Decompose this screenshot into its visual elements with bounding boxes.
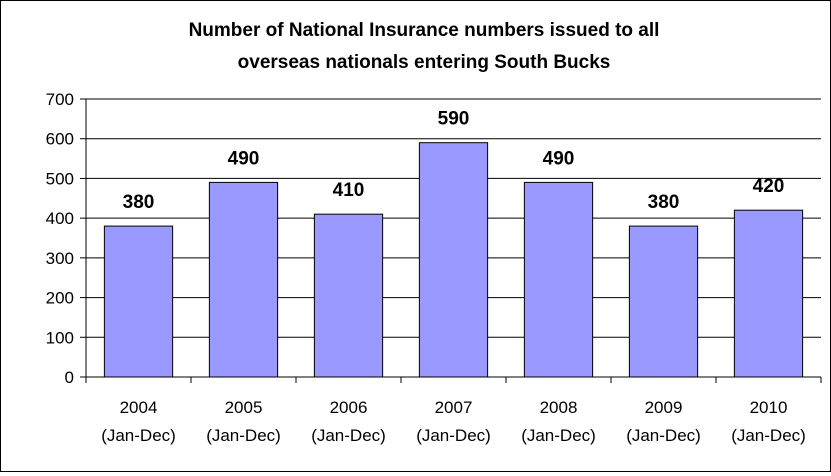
bar (523, 181, 594, 378)
y-tick-label: 0 (65, 368, 74, 387)
x-tick-label: 2004 (120, 398, 158, 417)
x-tick-label: 2007 (435, 398, 473, 417)
y-tick-label: 700 (46, 90, 74, 109)
data-labels: 380 490 410 590 490 380 420 (123, 109, 785, 213)
data-label: 410 (333, 180, 365, 201)
x-tick-label: 2006 (330, 398, 368, 417)
bar (208, 181, 279, 378)
x-tick-label: (Jan-Dec) (206, 426, 281, 445)
chart-title-line-1: Number of National Insurance numbers iss… (189, 20, 660, 41)
data-label: 380 (123, 192, 155, 213)
data-label: 490 (543, 148, 575, 169)
bar (733, 209, 804, 378)
x-tick-label: 2009 (645, 398, 683, 417)
y-tick-label: 500 (46, 169, 74, 188)
chart-title: Number of National Insurance numbers iss… (189, 20, 660, 73)
x-tick-label: 2010 (750, 398, 788, 417)
x-tick-label: 2005 (225, 398, 263, 417)
bar (103, 225, 174, 378)
y-tick-label: 600 (46, 130, 74, 149)
x-tick-label: (Jan-Dec) (626, 426, 701, 445)
chart-title-line-2: overseas nationals entering South Bucks (238, 52, 611, 73)
data-label: 490 (228, 148, 260, 169)
x-tick-label: (Jan-Dec) (311, 426, 386, 445)
bar (628, 225, 699, 378)
data-label: 420 (753, 176, 785, 197)
x-tick-label: (Jan-Dec) (416, 426, 491, 445)
y-tick-label: 200 (46, 289, 74, 308)
x-axis-category-labels: 2004 (Jan-Dec) 2005 (Jan-Dec) 2006 (Jan-Dec) 2… (101, 398, 806, 445)
x-tick-label: (Jan-Dec) (521, 426, 596, 445)
y-tick-label: 100 (46, 328, 74, 347)
y-axis-tick-labels: 0 100 200 300 400 500 600 700 (46, 90, 74, 387)
x-tick-label: (Jan-Dec) (101, 426, 176, 445)
y-tick-label: 300 (46, 249, 74, 268)
bar (313, 213, 384, 378)
axes (80, 98, 822, 383)
data-label: 590 (438, 109, 470, 130)
x-tick-label: (Jan-Dec) (731, 426, 806, 445)
y-tick-label: 400 (46, 209, 74, 228)
bar (418, 142, 489, 378)
data-label: 380 (648, 192, 680, 213)
bars (103, 142, 804, 378)
x-tick-label: 2008 (540, 398, 578, 417)
